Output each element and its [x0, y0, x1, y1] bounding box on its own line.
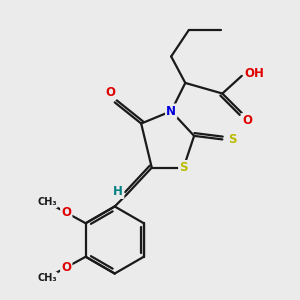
Text: CH₃: CH₃ [37, 273, 57, 283]
Text: O: O [61, 206, 71, 219]
Text: N: N [166, 105, 176, 118]
Text: O: O [61, 261, 71, 274]
Text: OH: OH [244, 67, 264, 80]
Text: S: S [228, 133, 236, 146]
Text: O: O [106, 86, 116, 99]
Text: O: O [242, 114, 252, 127]
Text: S: S [179, 161, 188, 174]
Text: CH₃: CH₃ [37, 197, 57, 207]
Text: H: H [113, 185, 123, 198]
